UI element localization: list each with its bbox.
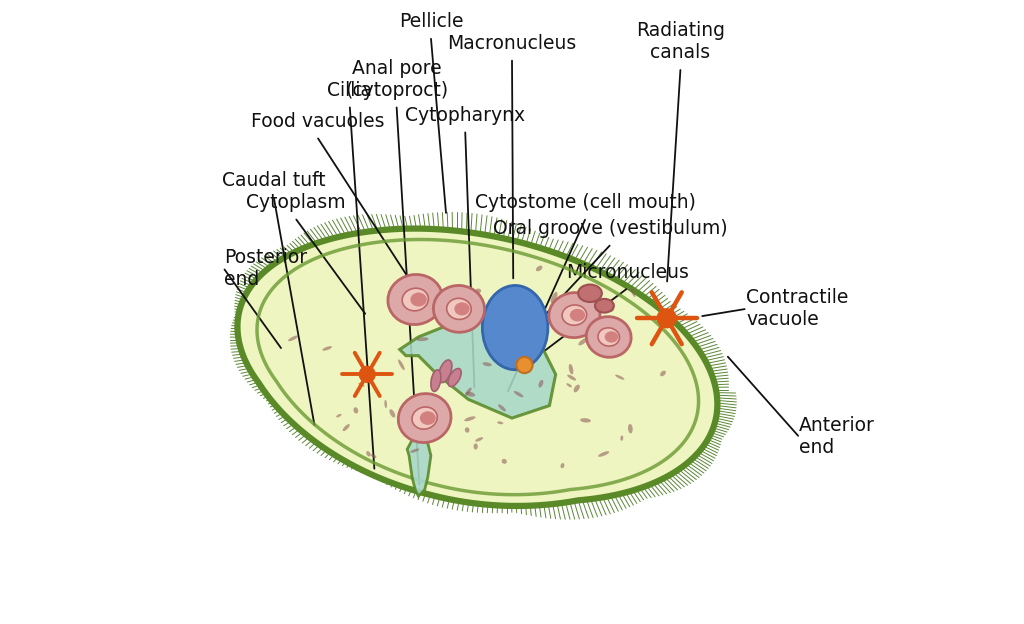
- Ellipse shape: [411, 293, 427, 306]
- Polygon shape: [408, 440, 431, 496]
- Ellipse shape: [598, 451, 609, 457]
- Ellipse shape: [579, 338, 588, 345]
- Ellipse shape: [446, 298, 471, 319]
- Ellipse shape: [371, 454, 377, 458]
- Ellipse shape: [411, 449, 419, 452]
- Text: Oral groove (vestibulum): Oral groove (vestibulum): [494, 220, 728, 238]
- Ellipse shape: [615, 374, 625, 379]
- Ellipse shape: [482, 362, 492, 366]
- Ellipse shape: [323, 346, 332, 351]
- Text: Posterior
end: Posterior end: [223, 248, 307, 289]
- Ellipse shape: [439, 412, 443, 417]
- Ellipse shape: [502, 459, 507, 464]
- Ellipse shape: [566, 383, 571, 388]
- Ellipse shape: [566, 308, 572, 314]
- Ellipse shape: [567, 374, 577, 381]
- Ellipse shape: [610, 303, 614, 312]
- Text: Cytostome (cell mouth): Cytostome (cell mouth): [475, 193, 696, 212]
- Text: Food vacuoles: Food vacuoles: [251, 112, 384, 131]
- Ellipse shape: [549, 293, 600, 338]
- Text: Macronucleus: Macronucleus: [447, 34, 577, 53]
- Ellipse shape: [288, 336, 298, 341]
- Text: Micronucleus: Micronucleus: [566, 263, 689, 282]
- Ellipse shape: [587, 316, 631, 358]
- Ellipse shape: [358, 383, 365, 387]
- Text: Cillia: Cillia: [328, 81, 373, 100]
- Ellipse shape: [475, 437, 483, 442]
- Ellipse shape: [455, 302, 470, 316]
- Ellipse shape: [498, 404, 506, 411]
- Text: Caudal tuft: Caudal tuft: [222, 172, 326, 190]
- Ellipse shape: [551, 292, 557, 303]
- Ellipse shape: [568, 364, 573, 374]
- Ellipse shape: [367, 451, 371, 457]
- Ellipse shape: [353, 407, 358, 414]
- Ellipse shape: [536, 266, 543, 271]
- Ellipse shape: [389, 409, 395, 417]
- Ellipse shape: [402, 288, 428, 311]
- Ellipse shape: [506, 356, 514, 361]
- Ellipse shape: [466, 392, 475, 397]
- Ellipse shape: [516, 357, 532, 373]
- Ellipse shape: [539, 380, 544, 388]
- Ellipse shape: [475, 288, 481, 293]
- Ellipse shape: [605, 331, 618, 343]
- Text: Cytopharynx: Cytopharynx: [406, 106, 525, 125]
- Ellipse shape: [595, 299, 613, 313]
- Ellipse shape: [465, 427, 469, 432]
- Text: Radiating
canals: Radiating canals: [636, 21, 725, 62]
- Ellipse shape: [447, 369, 461, 386]
- Ellipse shape: [420, 411, 436, 425]
- Ellipse shape: [562, 305, 587, 325]
- Ellipse shape: [384, 400, 387, 408]
- Ellipse shape: [336, 414, 341, 417]
- Ellipse shape: [388, 275, 442, 324]
- Ellipse shape: [569, 309, 585, 321]
- Ellipse shape: [560, 463, 564, 468]
- Ellipse shape: [417, 338, 429, 341]
- Text: Pellicle: Pellicle: [398, 12, 463, 31]
- Ellipse shape: [482, 286, 548, 369]
- Ellipse shape: [412, 407, 437, 429]
- Ellipse shape: [465, 388, 472, 396]
- Polygon shape: [238, 228, 718, 506]
- Ellipse shape: [433, 285, 484, 333]
- Ellipse shape: [656, 308, 677, 328]
- Ellipse shape: [516, 326, 521, 331]
- Ellipse shape: [660, 371, 666, 376]
- Ellipse shape: [464, 416, 475, 421]
- Ellipse shape: [398, 394, 451, 442]
- Ellipse shape: [498, 421, 503, 424]
- Ellipse shape: [579, 285, 602, 302]
- Ellipse shape: [438, 360, 452, 383]
- Ellipse shape: [514, 391, 523, 397]
- Ellipse shape: [564, 303, 569, 308]
- Polygon shape: [399, 312, 556, 418]
- Text: Anterior
end: Anterior end: [799, 416, 874, 457]
- Ellipse shape: [573, 384, 580, 392]
- Ellipse shape: [574, 299, 582, 303]
- Ellipse shape: [621, 436, 624, 441]
- Ellipse shape: [343, 424, 350, 431]
- Text: Anal pore
(cytoproct): Anal pore (cytoproct): [345, 59, 449, 100]
- Ellipse shape: [630, 287, 636, 297]
- Ellipse shape: [431, 370, 441, 391]
- Ellipse shape: [598, 328, 620, 346]
- Ellipse shape: [516, 345, 520, 349]
- Ellipse shape: [358, 366, 376, 383]
- Text: Cytoplasm: Cytoplasm: [246, 193, 345, 212]
- Ellipse shape: [473, 444, 478, 449]
- Ellipse shape: [581, 418, 591, 422]
- Ellipse shape: [398, 359, 404, 370]
- Text: Contractile
vacuole: Contractile vacuole: [746, 288, 848, 329]
- Ellipse shape: [628, 424, 633, 434]
